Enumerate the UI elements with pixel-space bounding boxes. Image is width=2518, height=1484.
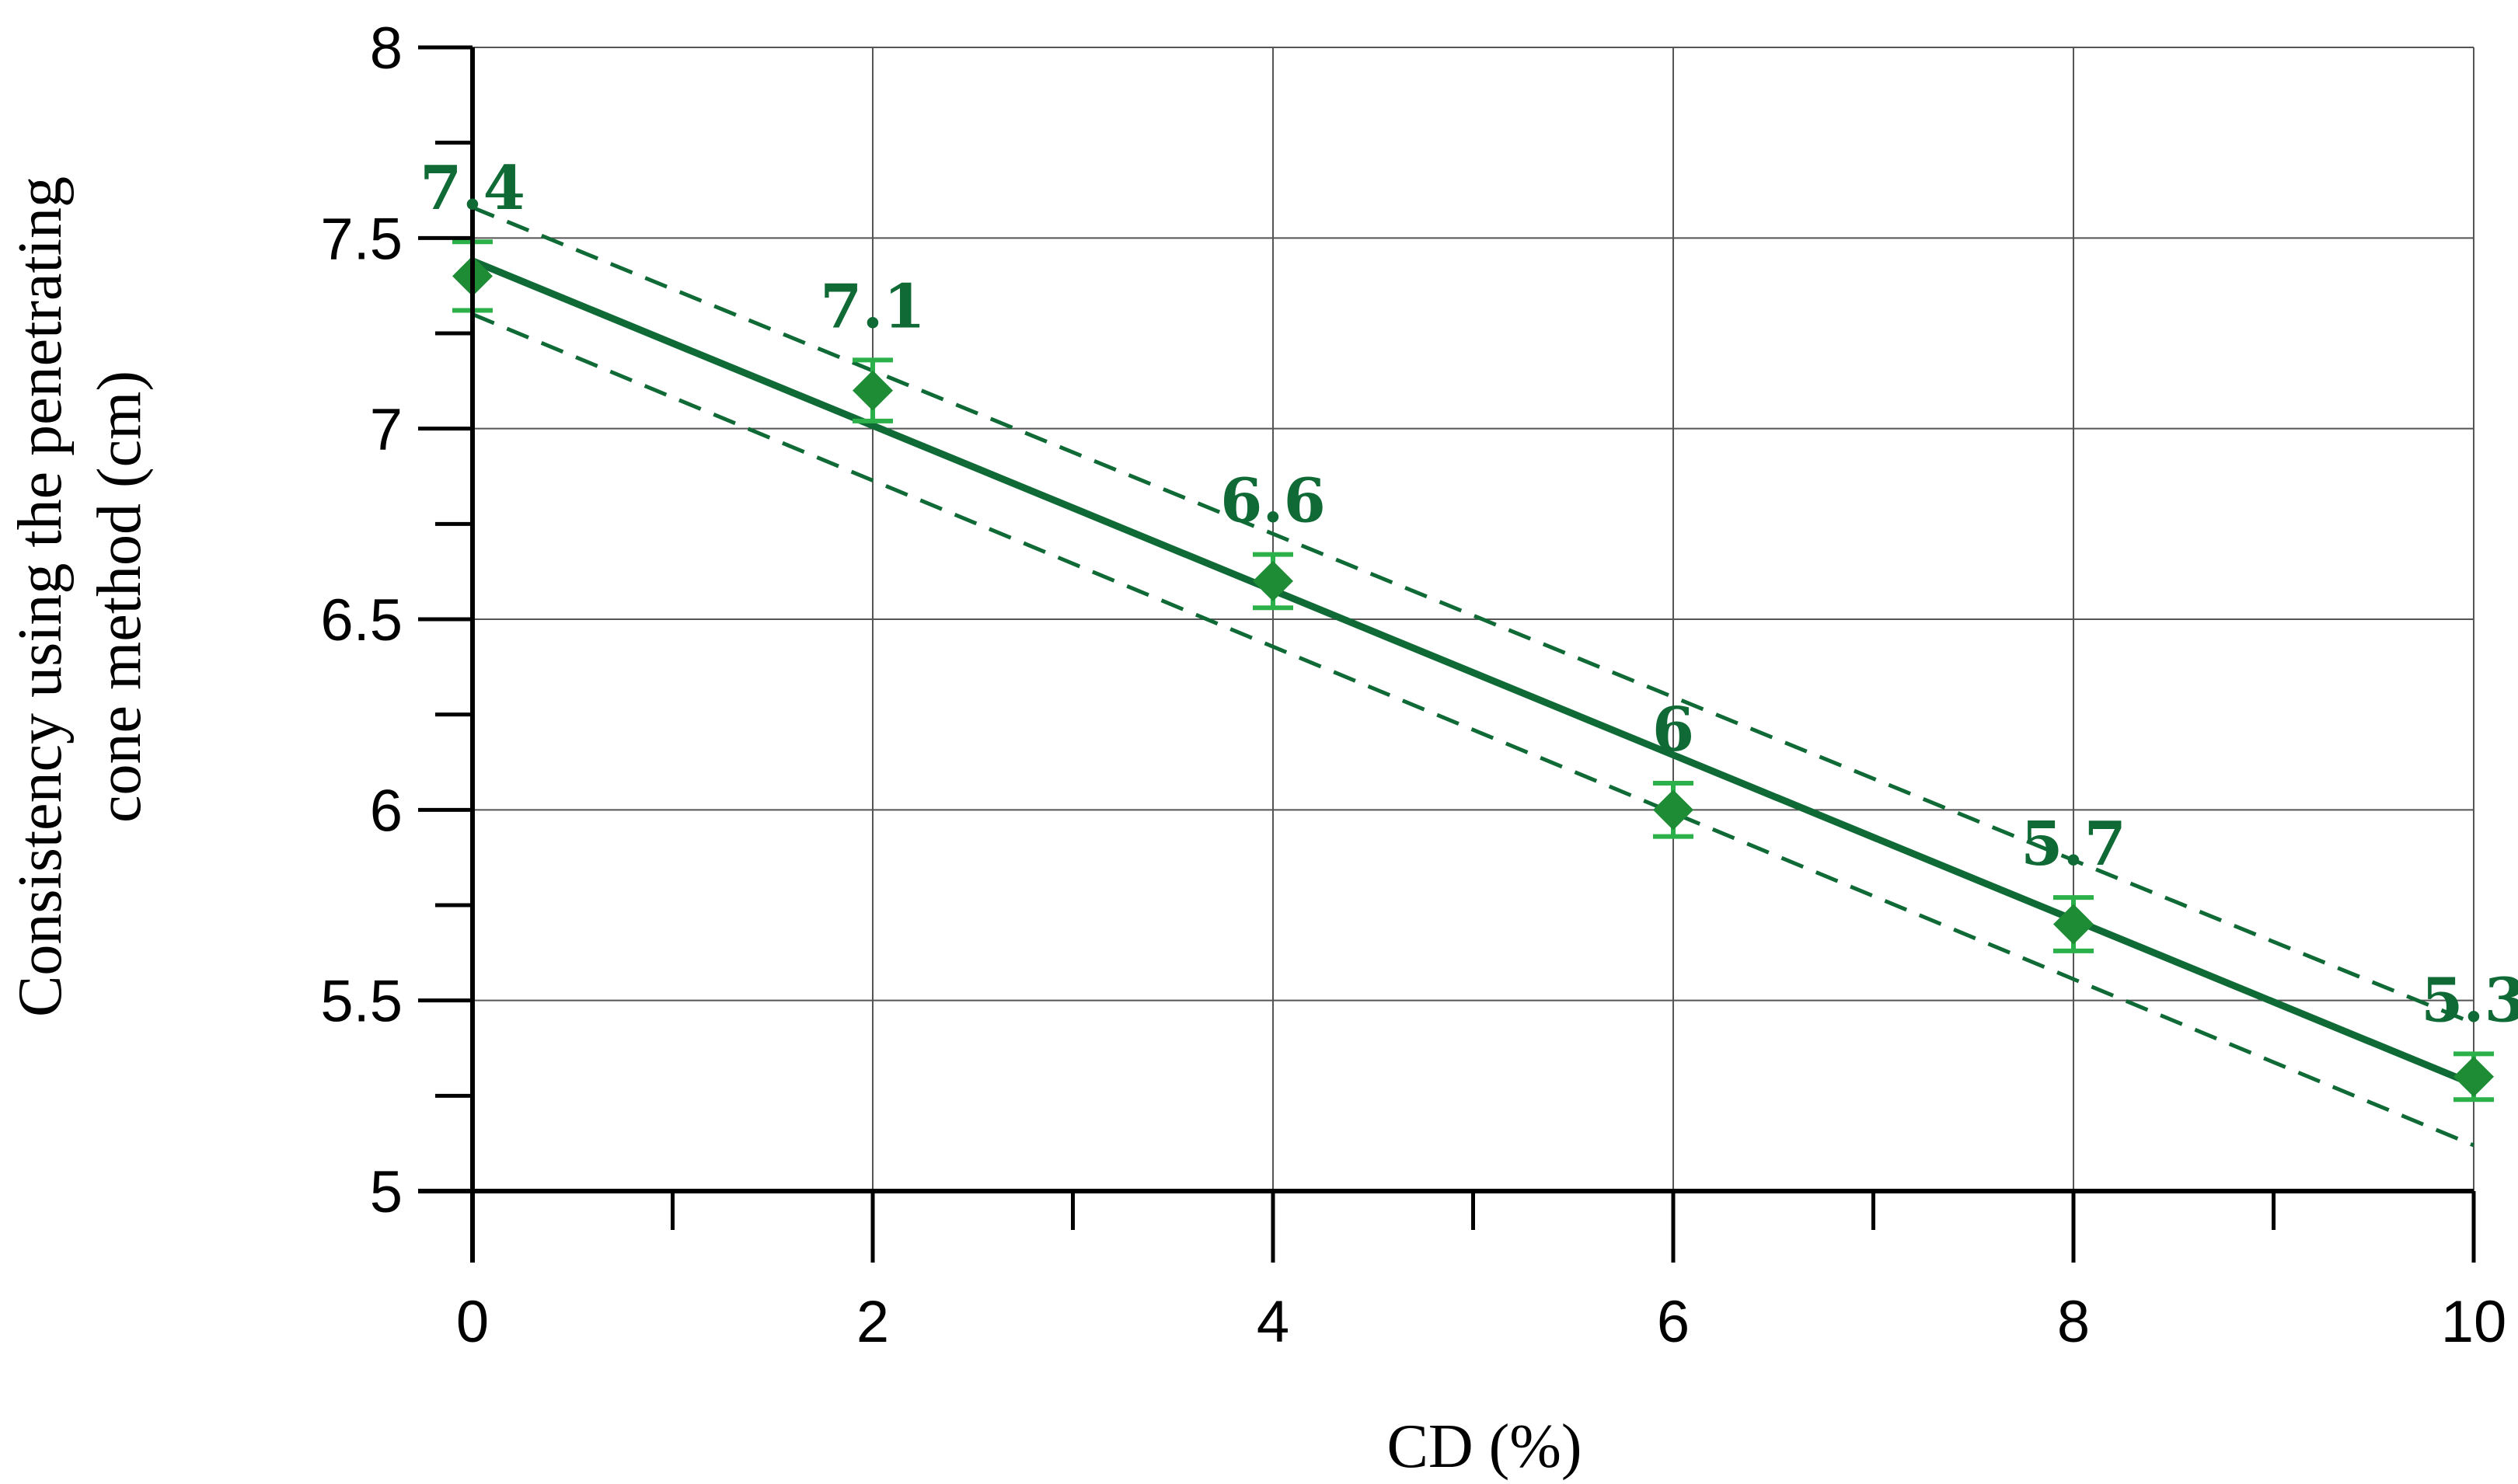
data-labels: 7.4 7.1 6.6 6 5.7 5.3 <box>420 153 2518 1036</box>
confidence-band <box>472 205 2474 1148</box>
data-point-marker <box>1653 789 1693 831</box>
data-point-marker <box>853 370 893 411</box>
data-label: 6.6 <box>1220 466 1326 537</box>
fit-line-group <box>469 257 2478 1089</box>
y-axis-title-line-1: Consistency using the penetrating <box>6 176 75 1017</box>
data-label: 7.4 <box>420 153 525 224</box>
y-tick-labels: 5 5.5 6 6.5 7 7.5 8 <box>320 16 403 1225</box>
data-point-marker <box>1253 560 1293 601</box>
fit-line <box>469 257 2478 1089</box>
data-label: 5.3 <box>2421 965 2518 1036</box>
y-tick-label: 7 <box>370 397 403 463</box>
x-tick-labels: 0 2 4 6 8 10 <box>456 1289 2506 1355</box>
confidence-line-lower <box>472 312 2474 1148</box>
x-tick-label: 10 <box>2441 1289 2507 1355</box>
y-tick-label: 6 <box>370 778 403 844</box>
data-label: 6 <box>1652 695 1694 765</box>
x-tick-label: 6 <box>1657 1289 1690 1355</box>
y-tick-label: 5.5 <box>320 969 403 1035</box>
x-tick-label: 8 <box>2057 1289 2090 1355</box>
y-tick-label: 8 <box>370 16 403 82</box>
x-axis-title: CD (%) <box>1386 1413 1582 1481</box>
x-tick-label: 4 <box>1257 1289 1289 1355</box>
y-tick-label: 7.5 <box>320 206 403 272</box>
data-markers <box>452 256 2494 1097</box>
confidence-line-upper <box>472 205 2474 1026</box>
grid <box>473 47 2474 1191</box>
data-point-marker <box>2453 1056 2494 1097</box>
data-label: 7.1 <box>820 271 926 342</box>
y-tick-label: 6.5 <box>320 587 403 653</box>
x-tick-label: 0 <box>456 1289 489 1355</box>
x-tick-label: 2 <box>856 1289 889 1355</box>
data-label: 5.7 <box>2021 809 2126 880</box>
y-axis-title-line-2: cone method (cm) <box>85 371 154 823</box>
y-tick-label: 5 <box>370 1159 403 1225</box>
axes <box>418 45 2476 1263</box>
data-point-marker <box>2053 904 2094 945</box>
